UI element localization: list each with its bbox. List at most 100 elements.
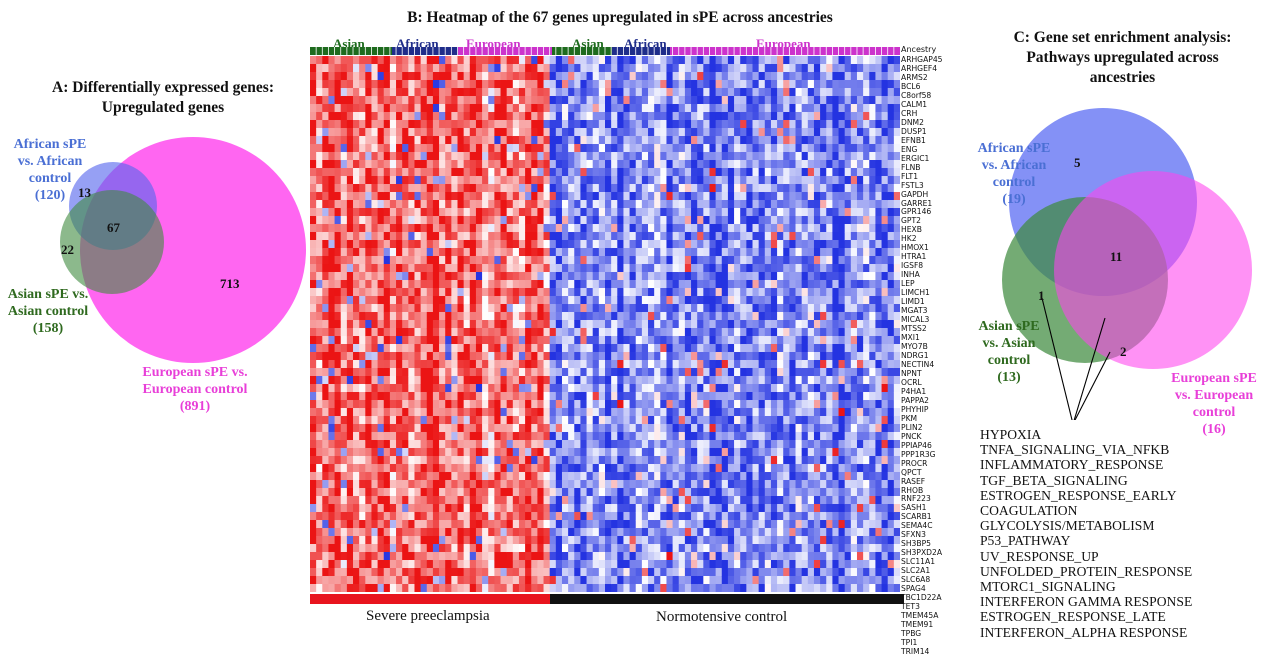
heatmap-cell bbox=[666, 120, 673, 128]
heatmap-cell bbox=[451, 136, 458, 144]
heatmap-cell bbox=[691, 400, 698, 408]
heatmap-cell bbox=[611, 360, 618, 368]
heatmap-cell bbox=[722, 128, 729, 136]
heatmap-cell bbox=[734, 256, 741, 264]
heatmap-cell bbox=[550, 416, 557, 424]
heatmap-cell bbox=[537, 136, 544, 144]
heatmap-cell bbox=[544, 288, 551, 296]
heatmap-cell bbox=[378, 376, 385, 384]
heatmap-cell bbox=[310, 240, 317, 248]
heatmap-cell bbox=[433, 448, 440, 456]
heatmap-cell bbox=[371, 584, 378, 592]
heatmap-cell bbox=[396, 392, 403, 400]
heatmap-cell bbox=[580, 512, 587, 520]
heatmap-cell bbox=[359, 192, 366, 200]
heatmap-cell bbox=[464, 288, 471, 296]
heatmap-cell bbox=[605, 328, 612, 336]
heatmap-cell bbox=[439, 248, 446, 256]
heatmap-cell bbox=[580, 200, 587, 208]
heatmap-cell bbox=[537, 192, 544, 200]
heatmap-cell bbox=[716, 352, 723, 360]
heatmap-cell bbox=[740, 168, 747, 176]
heatmap-cell bbox=[408, 408, 415, 416]
heatmap-cell bbox=[384, 512, 391, 520]
heatmap-cell bbox=[316, 264, 323, 272]
heatmap-cell bbox=[464, 568, 471, 576]
heatmap-cell bbox=[316, 488, 323, 496]
heatmap-cell bbox=[611, 480, 618, 488]
heatmap-cell bbox=[482, 288, 489, 296]
heatmap-cell bbox=[316, 208, 323, 216]
heatmap-cell bbox=[740, 464, 747, 472]
heatmap-cell bbox=[458, 304, 465, 312]
heatmap-cell bbox=[550, 256, 557, 264]
heatmap-cell bbox=[648, 248, 655, 256]
heatmap-cell bbox=[630, 88, 637, 96]
heatmap-cell bbox=[310, 96, 317, 104]
heatmap-cell bbox=[568, 264, 575, 272]
heatmap-cell bbox=[685, 72, 692, 80]
heatmap-cell bbox=[587, 512, 594, 520]
heatmap-cell bbox=[494, 320, 501, 328]
heatmap-cell bbox=[753, 160, 760, 168]
heatmap-cell bbox=[660, 240, 667, 248]
heatmap-cell bbox=[390, 168, 397, 176]
heatmap-cell bbox=[544, 336, 551, 344]
heatmap-cell bbox=[421, 200, 428, 208]
heatmap-cell bbox=[507, 224, 514, 232]
heatmap-cell bbox=[365, 200, 372, 208]
heatmap-cell bbox=[679, 552, 686, 560]
heatmap-cell bbox=[310, 280, 317, 288]
heatmap-cell bbox=[433, 480, 440, 488]
heatmap-cell bbox=[341, 488, 348, 496]
heatmap-cell bbox=[562, 584, 569, 592]
heatmap-cell bbox=[605, 464, 612, 472]
heatmap-cell bbox=[734, 72, 741, 80]
heatmap-cell bbox=[427, 72, 434, 80]
heatmap-cell bbox=[642, 184, 649, 192]
heatmap-cell bbox=[328, 296, 335, 304]
heatmap-cell bbox=[402, 152, 409, 160]
heatmap-cell bbox=[427, 128, 434, 136]
heatmap-cell bbox=[427, 120, 434, 128]
heatmap-cell bbox=[347, 112, 354, 120]
heatmap-cell bbox=[685, 152, 692, 160]
heatmap-cell bbox=[544, 552, 551, 560]
heatmap-cell bbox=[734, 400, 741, 408]
heatmap-cell bbox=[408, 112, 415, 120]
heatmap-cell bbox=[691, 336, 698, 344]
heatmap-cell bbox=[556, 432, 563, 440]
heatmap-cell bbox=[574, 72, 581, 80]
heatmap-cell bbox=[660, 232, 667, 240]
heatmap-cell bbox=[722, 216, 729, 224]
heatmap-cell bbox=[507, 112, 514, 120]
heatmap-cell bbox=[421, 240, 428, 248]
heatmap-cell bbox=[347, 344, 354, 352]
heatmap-cell bbox=[728, 296, 735, 304]
heatmap-cell bbox=[470, 232, 477, 240]
heatmap-cell bbox=[408, 432, 415, 440]
heatmap-cell bbox=[580, 272, 587, 280]
heatmap-cell bbox=[574, 464, 581, 472]
heatmap-cell bbox=[716, 360, 723, 368]
heatmap-cell bbox=[556, 496, 563, 504]
heatmap-cell bbox=[513, 488, 520, 496]
heatmap-cell bbox=[568, 128, 575, 136]
heatmap-cell bbox=[316, 424, 323, 432]
heatmap-cell bbox=[341, 168, 348, 176]
heatmap-cell bbox=[371, 448, 378, 456]
heatmap-cell bbox=[378, 184, 385, 192]
heatmap-cell bbox=[371, 264, 378, 272]
heatmap-cell bbox=[519, 512, 526, 520]
heatmap-cell bbox=[359, 216, 366, 224]
heatmap-cell bbox=[359, 56, 366, 64]
heatmap-cell bbox=[666, 128, 673, 136]
heatmap-cell bbox=[482, 232, 489, 240]
heatmap-cell bbox=[371, 440, 378, 448]
heatmap-cell bbox=[359, 384, 366, 392]
heatmap-cell bbox=[439, 576, 446, 584]
heatmap-cell bbox=[402, 168, 409, 176]
heatmap-cell bbox=[464, 72, 471, 80]
heatmap-cell bbox=[427, 512, 434, 520]
heatmap-cell bbox=[494, 312, 501, 320]
